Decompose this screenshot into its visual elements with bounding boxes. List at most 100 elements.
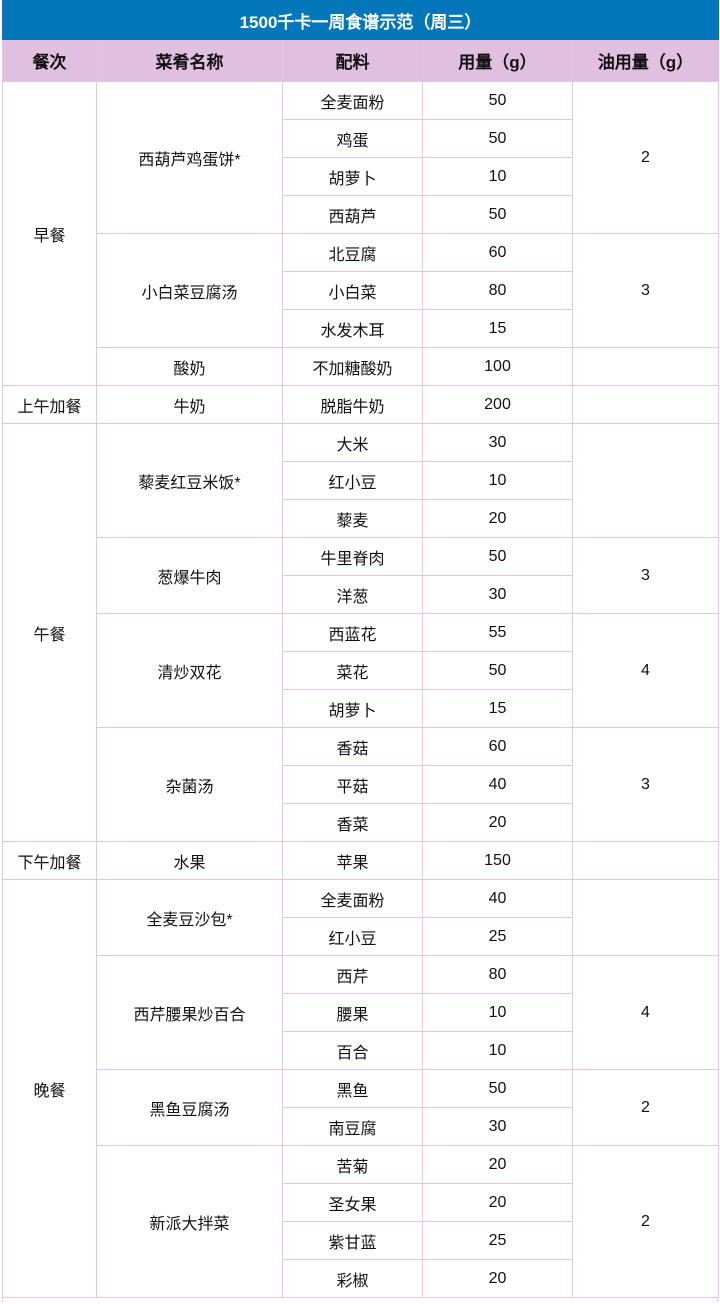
header-amount: 用量（g） [422, 39, 573, 82]
dish-cell: 酸奶 [96, 347, 283, 386]
meal-cell: 下午加餐 [2, 841, 97, 880]
table-row: 藜麦 20 [3, 499, 719, 538]
amount-cell: 40 [422, 879, 573, 918]
table-row: 下午加餐 水果 苹果 150 [2, 841, 720, 880]
ingredient-cell: 香菜 [282, 803, 423, 842]
table-row: 平菇 40 [3, 765, 719, 804]
table-row: 胡萝卜 15 [3, 689, 719, 728]
amount-cell: 30 [422, 575, 573, 614]
ingredient-cell: 彩椒 [282, 1259, 423, 1298]
table-row: 彩椒 20 [3, 1259, 719, 1298]
ingredient-cell: 全麦面粉 [282, 81, 423, 120]
amount-cell: 50 [422, 1069, 573, 1108]
dish-cell: 黑鱼豆腐汤 [96, 1069, 283, 1146]
ingredient-cell: 紫甘蓝 [282, 1221, 423, 1260]
amount-cell: 150 [422, 841, 573, 880]
table-row: 水发木耳 15 [3, 309, 719, 348]
ingredient-cell: 不加糖酸奶 [282, 347, 423, 386]
oil-cell [571, 423, 720, 538]
amount-cell: 50 [422, 195, 573, 234]
ingredient-cell: 水发木耳 [282, 309, 423, 348]
ingredient-cell: 南豆腐 [282, 1107, 423, 1146]
amount-cell: 10 [422, 993, 573, 1032]
oil-cell: 2 [571, 1145, 720, 1298]
ingredient-cell: 西芹 [282, 955, 423, 994]
table-row: 清炒双花 西蓝花 55 4 [3, 613, 720, 728]
dish-cell: 新派大拌菜 [96, 1145, 283, 1298]
ingredient-cell: 圣女果 [282, 1183, 423, 1222]
table-row: 鸡蛋 50 [3, 119, 719, 158]
ingredient-cell: 苦菊 [282, 1145, 423, 1184]
header-meal: 餐次 [2, 39, 97, 82]
ingredient-cell: 红小豆 [282, 917, 423, 956]
dish-cell: 小白菜豆腐汤 [96, 233, 283, 348]
amount-cell: 50 [422, 537, 573, 576]
header-ingredient: 配料 [282, 39, 423, 82]
oil-cell: 2 [571, 81, 720, 234]
amount-cell: 40 [422, 765, 573, 804]
meal-cell: 午餐 [2, 423, 97, 842]
amount-cell: 20 [422, 1259, 573, 1298]
table-row: 新派大拌菜 苦菊 20 2 [3, 1145, 720, 1298]
table-row: 西芹腰果炒百合 西芹 80 4 [3, 955, 720, 1070]
amount-cell: 50 [422, 81, 573, 120]
oil-cell [571, 841, 720, 880]
ingredient-cell: 苹果 [282, 841, 423, 880]
ingredient-cell: 菜花 [282, 651, 423, 690]
amount-cell: 80 [422, 955, 573, 994]
amount-cell: 100 [422, 347, 573, 386]
table-row: 小白菜 80 [3, 271, 719, 310]
ingredient-cell: 牛里脊肉 [282, 537, 423, 576]
amount-cell: 30 [422, 423, 573, 462]
ingredient-cell: 脱脂牛奶 [282, 385, 423, 424]
ingredient-cell: 胡萝卜 [282, 689, 423, 728]
ingredient-cell: 胡萝卜 [282, 157, 423, 196]
header-oil: 油用量（g） [571, 39, 720, 82]
table-row: 西葫芦 50 [3, 195, 719, 234]
table-row: 胡萝卜 10 [3, 157, 719, 196]
oil-cell [571, 385, 720, 424]
amount-cell: 20 [422, 1145, 573, 1184]
amount-cell: 10 [422, 1031, 573, 1070]
amount-cell: 15 [422, 689, 573, 728]
amount-cell: 30 [422, 1107, 573, 1146]
amount-cell: 20 [422, 803, 573, 842]
table-row: 午餐 藜麦红豆米饭* 大米 30 [2, 423, 720, 842]
dish-cell: 杂菌汤 [96, 727, 283, 842]
dish-cell: 西葫芦鸡蛋饼* [96, 81, 283, 234]
ingredient-cell: 北豆腐 [282, 233, 423, 272]
amount-cell: 50 [422, 119, 573, 158]
dish-cell: 全麦豆沙包* [96, 879, 283, 956]
table-row: 杂菌汤 香菇 60 3 [3, 727, 720, 842]
table-row: 香菜 20 [3, 803, 719, 842]
table-row: 上午加餐 牛奶 脱脂牛奶 200 [2, 385, 720, 424]
amount-cell: 25 [422, 917, 573, 956]
table-row: 红小豆 25 [3, 917, 719, 956]
table-bottom-edge [2, 1298, 718, 1302]
ingredient-cell: 全麦面粉 [282, 879, 423, 918]
table-body: 早餐 西葫芦鸡蛋饼* 全麦面粉 50 2 鸡蛋 50 胡萝卜 10 西葫芦 50 小白菜豆腐汤 北豆腐 6… [2, 81, 720, 1298]
header-dish: 菜肴名称 [96, 39, 283, 82]
ingredient-cell: 小白菜 [282, 271, 423, 310]
amount-cell: 80 [422, 271, 573, 310]
oil-cell: 4 [571, 613, 720, 728]
amount-cell: 10 [422, 157, 573, 196]
ingredient-cell: 腰果 [282, 993, 423, 1032]
table-row: 红小豆 10 [3, 461, 719, 500]
amount-cell: 15 [422, 309, 573, 348]
meal-cell: 晚餐 [2, 879, 97, 1298]
table-row: 洋葱 30 [3, 575, 719, 614]
amount-cell: 50 [422, 651, 573, 690]
amount-cell: 55 [422, 613, 573, 652]
ingredient-cell: 鸡蛋 [282, 119, 423, 158]
amount-cell: 60 [422, 727, 573, 766]
table-row: 酸奶 不加糖酸奶 100 [3, 347, 720, 386]
ingredient-cell: 西葫芦 [282, 195, 423, 234]
amount-cell: 20 [422, 1183, 573, 1222]
ingredient-cell: 洋葱 [282, 575, 423, 614]
table-row: 南豆腐 30 [3, 1107, 719, 1146]
ingredient-cell: 黑鱼 [282, 1069, 423, 1108]
table-row: 圣女果 20 [3, 1183, 719, 1222]
dish-cell: 水果 [96, 841, 283, 880]
